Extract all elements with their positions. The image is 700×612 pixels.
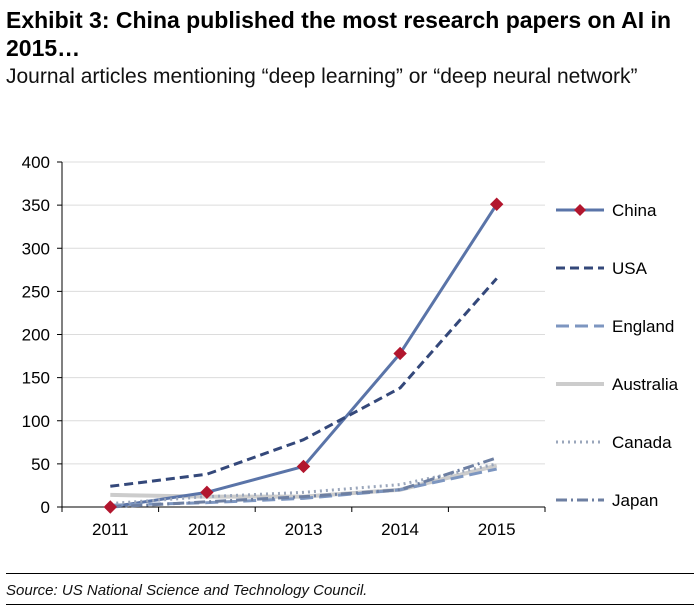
legend-label-japan: Japan	[612, 491, 658, 510]
x-tick-label: 2011	[92, 520, 129, 539]
y-tick-label: 200	[22, 326, 50, 345]
series-line-england	[110, 467, 498, 507]
y-tick-label: 50	[31, 455, 50, 474]
legend-marker-china	[574, 204, 586, 216]
x-tick-label: 2013	[285, 520, 323, 539]
chart-subtitle: Journal articles mentioning “deep learni…	[6, 65, 638, 88]
y-tick-label: 350	[22, 196, 50, 215]
y-tick-label: 100	[22, 412, 50, 431]
legend: China USA England Australia Canada Japan	[556, 201, 679, 510]
series-lines	[103, 197, 504, 514]
series-line-japan	[110, 456, 498, 509]
legend-label-usa: USA	[612, 259, 648, 278]
x-tick-labels: 2011 2012 2013 2014 2015	[92, 520, 516, 539]
x-tick-label: 2012	[188, 520, 226, 539]
data-point-china	[393, 346, 407, 361]
chart-title: Exhibit 3: China published the most rese…	[6, 7, 671, 61]
series-line-usa	[110, 277, 498, 488]
axes	[57, 161, 546, 512]
data-point-china	[200, 485, 214, 500]
y-tick-label: 0	[41, 498, 50, 517]
series-line-canada	[110, 462, 498, 506]
grid-lines	[62, 161, 545, 465]
y-tick-labels: 0 50 100 150 200 250 300 350 400	[22, 153, 50, 517]
source-note: Source: US National Science and Technolo…	[6, 582, 368, 599]
y-tick-label: 300	[22, 239, 50, 258]
x-tick-label: 2015	[478, 520, 516, 539]
legend-label-canada: Canada	[612, 433, 672, 452]
y-tick-label: 150	[22, 369, 50, 388]
y-tick-label: 250	[22, 282, 50, 301]
data-point-china	[103, 500, 118, 514]
legend-label-australia: Australia	[612, 375, 679, 394]
legend-label-england: England	[612, 317, 674, 336]
x-tick-label: 2014	[381, 520, 419, 539]
legend-label-china: China	[612, 201, 657, 220]
data-point-china	[489, 197, 504, 211]
data-point-china	[296, 459, 311, 474]
y-tick-label: 400	[22, 153, 50, 172]
bottom-rule	[6, 604, 694, 605]
footer-rule	[6, 573, 694, 574]
